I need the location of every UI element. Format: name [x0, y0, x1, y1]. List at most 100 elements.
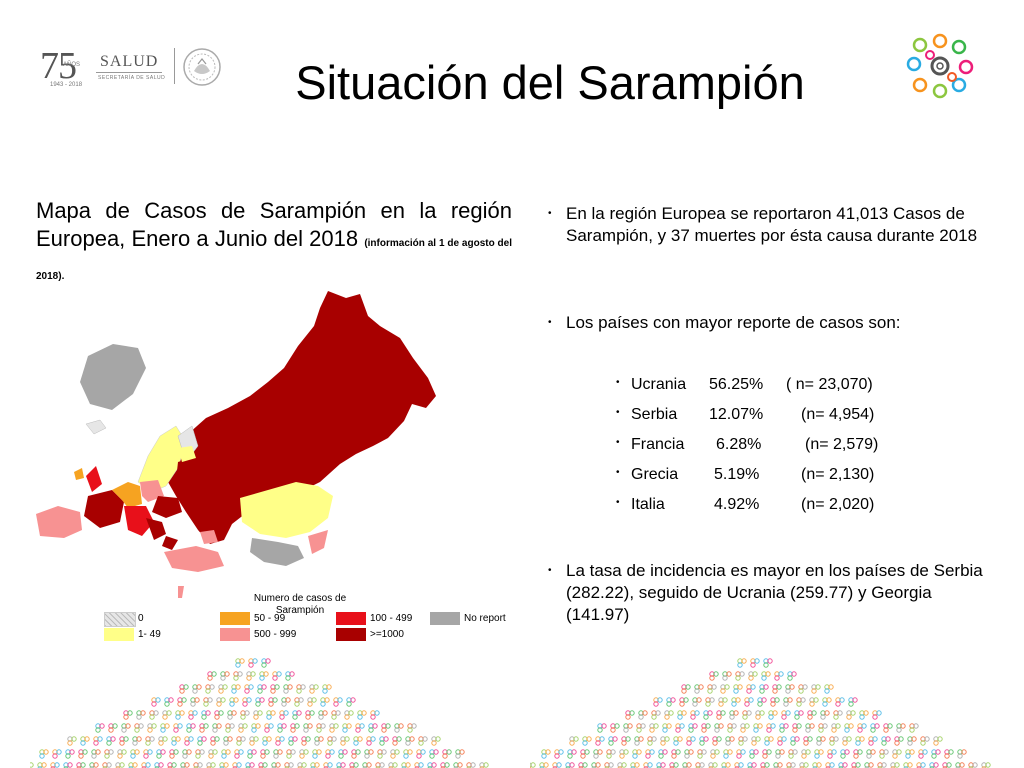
decor-ring-cluster [381, 723, 391, 733]
decor-ring-cluster [117, 749, 127, 759]
decor-ring-cluster [757, 697, 767, 707]
decor-ring-cluster [669, 762, 679, 768]
decor-ring-cluster [320, 697, 330, 707]
decor-ring-cluster [52, 749, 62, 759]
decor-ring-cluster [353, 736, 363, 746]
decor-ring-cluster [827, 749, 837, 759]
decor-ring-cluster [695, 762, 705, 768]
decor-ring-cluster [623, 723, 633, 733]
country-n: ( n= 23,070) [786, 376, 873, 393]
decor-ring-cluster [766, 723, 776, 733]
decor-ring-cluster [606, 749, 616, 759]
decor-ring-cluster [727, 723, 737, 733]
decor-ring-cluster [829, 736, 839, 746]
map-region-israel [178, 586, 184, 598]
decor-ring-cluster [694, 684, 704, 694]
decor-ring-cluster [774, 671, 784, 681]
decor-ring-cluster [453, 762, 463, 768]
decor-ring-cluster [67, 736, 77, 746]
decor-ring-cluster [779, 723, 789, 733]
decor-ring-cluster [742, 710, 752, 720]
decor-ring-cluster [905, 749, 915, 759]
bullet-dot: • [548, 565, 552, 576]
decor-ring-cluster [530, 762, 536, 768]
decor-ring-cluster [760, 762, 770, 768]
decor-ring-cluster [892, 749, 902, 759]
decor-ring-cluster [338, 749, 348, 759]
decor-ring-cluster [675, 723, 685, 733]
decor-ring-cluster [896, 723, 906, 733]
decor-ring-cluster [890, 762, 900, 768]
decor-ring-cluster [429, 749, 439, 759]
decor-ring-cluster [95, 723, 105, 733]
decor-ring-cluster [275, 736, 285, 746]
decor-ring-cluster [701, 723, 711, 733]
decor-ring-cluster [593, 749, 603, 759]
decor-ring-cluster [770, 697, 780, 707]
decor-ring-cluster [673, 736, 683, 746]
decor-ring-cluster [197, 736, 207, 746]
decor-ring-cluster [705, 697, 715, 707]
decor-ring-cluster [195, 749, 205, 759]
decor-ring-cluster [864, 762, 874, 768]
decor-ring-cluster [785, 684, 795, 694]
country-pct: 6.28% [716, 436, 762, 453]
decor-ring-cluster [630, 762, 640, 768]
decor-ring-cluster [303, 723, 313, 733]
decor-ring-cluster [141, 762, 151, 768]
decor-ring-cluster [180, 762, 190, 768]
map-region-russia [168, 291, 436, 544]
decor-ring-cluster [279, 710, 289, 720]
bullet-incidence: • La tasa de incidencia es mayor en los … [548, 560, 992, 626]
decor-ring-cluster [405, 736, 415, 746]
map-region-central-asia-grey [250, 538, 304, 566]
decor-ring-cluster [418, 736, 428, 746]
decor-ring-cluster [872, 710, 882, 720]
decor-ring-cluster [290, 723, 300, 733]
decor-ring-cluster [738, 736, 748, 746]
decor-ring-cluster [920, 736, 930, 746]
decor-ring-cluster [123, 710, 133, 720]
legend-swatch-no-report [430, 612, 460, 625]
decor-ring-cluster [811, 684, 821, 694]
logo-anos-text: AÑOS [63, 62, 81, 68]
country-row-italia: • Italia 4.92% (n= 2,020) [616, 496, 931, 516]
decor-ring-cluster [662, 723, 672, 733]
decor-ring-cluster [151, 697, 161, 707]
decor-ring-cluster [388, 762, 398, 768]
country-pct: 56.25% [709, 376, 764, 393]
decor-ring-cluster [76, 762, 86, 768]
decor-ring-cluster [136, 710, 146, 720]
decor-ring-cluster [582, 736, 592, 746]
decor-ring-cluster [749, 749, 759, 759]
decor-ring-cluster [735, 671, 745, 681]
decor-ring-cluster [192, 684, 202, 694]
decor-ring-cluster [394, 723, 404, 733]
legend-swatch-50-99 [220, 612, 250, 625]
decor-ring-cluster [147, 723, 157, 733]
decor-ring-cluster [750, 658, 760, 668]
decor-ring-cluster [229, 697, 239, 707]
decor-ring-cluster [651, 710, 661, 720]
decor-ring-cluster [219, 762, 229, 768]
decor-ring-cluster [604, 762, 614, 768]
decor-ring-cluster [314, 736, 324, 746]
decor-ring-cluster [894, 736, 904, 746]
decor-ring-cluster [688, 723, 698, 733]
decor-ring-cluster [686, 736, 696, 746]
decor-ring-cluster [737, 658, 747, 668]
decor-ring-cluster [814, 749, 824, 759]
decor-ring-cluster [407, 723, 417, 733]
legend-label-1-49: 1- 49 [138, 629, 161, 640]
decor-ring-cluster [617, 762, 627, 768]
europe-measles-map [36, 291, 436, 598]
decor-ring-cluster [709, 671, 719, 681]
decor-ring-cluster [710, 749, 720, 759]
decor-ring-cluster [918, 749, 928, 759]
decor-ring-cluster [301, 736, 311, 746]
decor-ring-cluster [591, 762, 601, 768]
decor-ring-cluster [851, 762, 861, 768]
decor-ring-cluster [643, 762, 653, 768]
map-region-caucasus [200, 530, 218, 544]
decor-ring-cluster [220, 671, 230, 681]
